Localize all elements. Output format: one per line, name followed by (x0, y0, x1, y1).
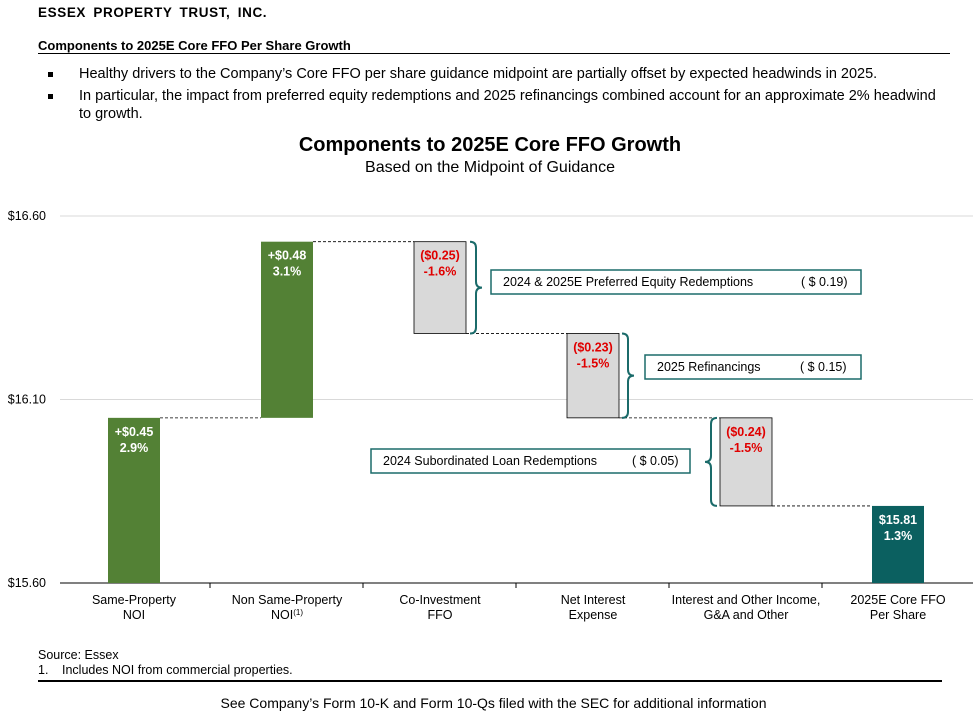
callout-box (644, 354, 862, 380)
footer-divider (38, 680, 942, 682)
bar-percent-label: -1.5% (577, 356, 610, 370)
bar-percent-label: -1.5% (730, 441, 763, 455)
bracket-shape (469, 240, 483, 335)
bullet-item: In particular, the impact from preferred… (48, 87, 948, 123)
waterfall-bar (566, 333, 620, 419)
waterfall-chart: $15.60 $16.10 $16.60 +$0.45 2.9% Same-Propert… (8, 209, 973, 622)
waterfall-bar (108, 417, 160, 583)
bar-value-label: ($0.24) (726, 425, 766, 439)
category-label: Same-Property (92, 593, 177, 607)
bracket-shape (704, 416, 718, 507)
footnote-text: Includes NOI from commercial properties. (62, 663, 293, 677)
y-tick-label: $16.10 (8, 393, 46, 407)
category-label: NOI(1) (271, 608, 303, 622)
category-label: Interest and Other Income, (672, 593, 821, 607)
waterfall-bar (872, 505, 924, 583)
bar-percent-label: 3.1% (273, 265, 302, 279)
chart-subtitle: Based on the Midpoint of Guidance (365, 159, 615, 176)
category-label: Net Interest (561, 593, 626, 607)
callout-box (490, 269, 862, 295)
callout-label: 2024 & 2025E Preferred Equity Redemption… (503, 275, 753, 289)
bullet-list: Healthy drivers to the Company’s Core FF… (48, 65, 948, 127)
footnote-number: 1. (38, 663, 49, 677)
footer-text: See Company’s Form 10-K and Form 10-Qs f… (220, 695, 767, 711)
callout-label: 2025 Refinancings (657, 360, 761, 374)
bar-value-label: +$0.45 (115, 425, 154, 439)
bar-value-label: $15.81 (879, 513, 917, 527)
category-label: Co-Investment (399, 593, 481, 607)
category-label: NOI (123, 608, 145, 622)
bar-value-label: ($0.23) (573, 340, 613, 354)
bar-value-label: +$0.48 (268, 249, 307, 263)
category-label: FFO (428, 608, 453, 622)
bar-value-label: ($0.25) (420, 249, 460, 263)
bar-percent-label: -1.6% (424, 265, 457, 279)
section-title: Components to 2025E Core FFO Per Share G… (38, 38, 351, 53)
category-label: Per Share (870, 608, 926, 622)
header-divider (38, 53, 950, 54)
callout-amount: ( $ 0.19) (801, 275, 848, 289)
category-label: Non Same-Property (232, 593, 343, 607)
footnote: 1. Includes NOI from commercial propertie… (38, 663, 293, 677)
bracket-shape (621, 332, 635, 419)
chart-title: Components to 2025E Core FFO Growth (298, 134, 682, 156)
bar-percent-label: 2.9% (120, 441, 149, 455)
callout-amount: ( $ 0.15) (800, 360, 847, 374)
callout-box (370, 448, 691, 474)
category-label: G&A and Other (704, 608, 789, 622)
source-note: Source: Essex (38, 648, 119, 662)
waterfall-bar (413, 241, 467, 334)
category-label: Expense (569, 608, 618, 622)
company-name: ESSEX PROPERTY TRUST, INC. (38, 5, 268, 20)
category-label: 2025E Core FFO (850, 593, 945, 607)
callout-amount: ( $ 0.05) (632, 454, 679, 468)
y-tick-label: $15.60 (8, 576, 46, 590)
bar-percent-label: 1.3% (884, 529, 913, 543)
waterfall-bar (261, 241, 313, 418)
bullet-item: Healthy drivers to the Company’s Core FF… (48, 65, 948, 83)
waterfall-bar (719, 417, 773, 507)
y-tick-label: $16.60 (8, 209, 46, 223)
callout-label: 2024 Subordinated Loan Redemptions (383, 454, 597, 468)
